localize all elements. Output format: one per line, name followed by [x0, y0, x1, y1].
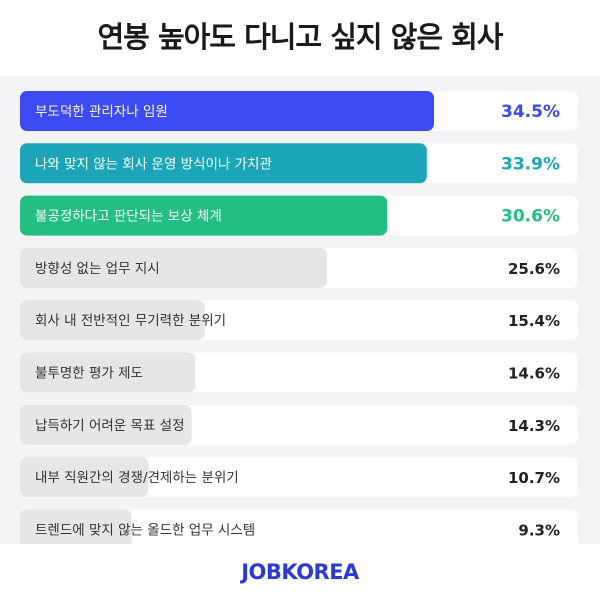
bar-row: 부도덕한 관리자나 임원 34.5%	[20, 91, 578, 131]
bar-track	[20, 509, 578, 544]
category-label: 불투명한 평가 제도	[35, 366, 143, 382]
bar	[20, 300, 205, 341]
bar	[20, 195, 388, 236]
bar-row: 불공정하다고 판단되는 보상 체계 30.6%	[20, 195, 578, 236]
category-label: 방향성 없는 업무 지시	[35, 261, 160, 277]
bar-row: 방향성 없는 업무 지시 25.6%	[20, 247, 578, 288]
value-label: 15.4%	[508, 312, 560, 330]
bar	[20, 457, 149, 498]
bar	[20, 143, 427, 184]
bar	[20, 247, 328, 288]
bar-row: 회사 내 전반적인 무기력한 분위기 15.4%	[20, 300, 578, 341]
bar-row: 나와 맞지 않는 회사 운영 방식이나 가치관 33.9%	[20, 143, 578, 184]
bar-row: 내부 직원간의 경쟁/견제하는 분위기 10.7%	[20, 457, 578, 498]
value-label: 34.5%	[501, 102, 560, 122]
value-label: 25.6%	[508, 260, 560, 278]
category-label: 불공정하다고 판단되는 보상 체계	[35, 209, 222, 225]
value-label: 9.3%	[518, 521, 560, 539]
bar	[20, 91, 434, 131]
value-label: 10.7%	[508, 469, 560, 487]
page-title: 연봉 높아도 다니고 싶지 않은 회사	[97, 20, 503, 54]
category-label: 회사 내 전반적인 무기력한 분위기	[35, 313, 226, 329]
bar-row: 불투명한 평가 제도 14.6%	[20, 352, 578, 393]
bar-track	[20, 457, 578, 498]
value-label: 14.6%	[508, 365, 560, 383]
category-label: 트렌드에 맞지 않는 올드한 업무 시스템	[35, 522, 255, 538]
bar	[20, 352, 196, 393]
bar-chart: 부도덕한 관리자나 임원 34.5% 나와 맞지 않는 회사 운영 방식이나 가치관…	[20, 91, 578, 544]
bar-row: 납득하기 어려운 목표 설정 14.3%	[20, 404, 578, 445]
value-label: 14.3%	[508, 417, 560, 435]
value-label: 30.6%	[501, 207, 560, 227]
category-label: 납득하기 어려운 목표 설정	[35, 418, 185, 434]
category-label: 부도덕한 관리자나 임원	[35, 104, 168, 120]
bar	[20, 509, 132, 544]
value-label: 33.9%	[501, 154, 560, 174]
chart-panel: 부도덕한 관리자나 임원 34.5% 나와 맞지 않는 회사 운영 방식이나 가치관…	[0, 76, 600, 544]
jobkorea-logo: JOBKOREA	[241, 560, 359, 584]
bar-row: 트렌드에 맞지 않는 올드한 업무 시스템 9.3%	[20, 509, 578, 544]
bar	[20, 404, 192, 445]
category-label: 내부 직원간의 경쟁/견제하는 분위기	[35, 470, 239, 486]
category-label: 나와 맞지 않는 회사 운영 방식이나 가치관	[35, 156, 272, 172]
